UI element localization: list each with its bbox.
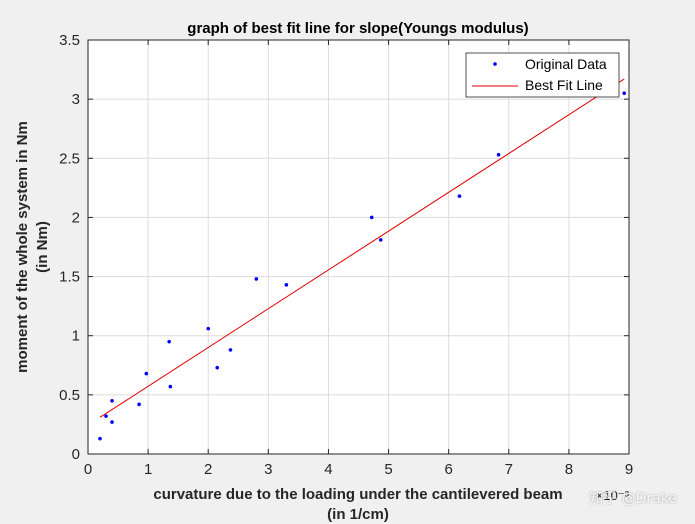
data-point bbox=[284, 283, 289, 287]
data-point bbox=[254, 277, 259, 281]
data-point bbox=[110, 398, 114, 403]
data-point bbox=[137, 402, 141, 407]
y-axis-label: moment of the whole system in Nm bbox=[14, 121, 31, 373]
legend-label-best-fit-line: Best Fit Line bbox=[525, 77, 603, 93]
data-point bbox=[167, 339, 171, 344]
legend-marker-original-data bbox=[493, 62, 497, 66]
y-tick-label: 3 bbox=[72, 91, 80, 108]
y-tick-label: 0.5 bbox=[59, 387, 80, 404]
x-tick-label: 7 bbox=[505, 461, 513, 478]
x-axis-label: curvature due to the loading under the c… bbox=[153, 486, 562, 503]
data-point bbox=[144, 371, 149, 376]
y-tick-label: 0 bbox=[72, 446, 80, 463]
data-point bbox=[369, 215, 374, 220]
data-point bbox=[215, 365, 220, 370]
data-point bbox=[98, 436, 102, 441]
x-axis-label-unit: (in 1/cm) bbox=[327, 506, 389, 523]
x-tick-label: 4 bbox=[324, 461, 332, 478]
data-point bbox=[228, 348, 233, 352]
data-point bbox=[457, 194, 462, 198]
data-point bbox=[168, 384, 173, 389]
y-tick-label: 1 bbox=[72, 328, 80, 345]
data-point bbox=[378, 238, 383, 242]
y-axis-label-unit: (in Nm) bbox=[34, 221, 51, 273]
best-fit-line-layer bbox=[99, 78, 625, 418]
x-axis-exponent: ×10⁻³ bbox=[596, 488, 630, 503]
x-tick-label: 2 bbox=[204, 461, 212, 478]
data-point bbox=[622, 91, 626, 96]
x-tick-label: 8 bbox=[565, 461, 573, 478]
x-tick-label: 0 bbox=[84, 461, 92, 478]
data-point bbox=[496, 152, 501, 157]
plot-frame bbox=[87, 39, 630, 455]
y-tick-label: 2 bbox=[72, 209, 80, 226]
chart-title: graph of best fit line for slope(Youngs … bbox=[187, 20, 528, 37]
legend-label-original-data: Original Data bbox=[525, 56, 607, 72]
x-tick-label: 9 bbox=[625, 461, 633, 478]
y-tick-label: 3.5 bbox=[59, 32, 80, 49]
best-fit-line bbox=[99, 78, 625, 418]
axis-ticks: 0 1 2 3 4 5 6 7 8 9 0 0.5 1 1.5 2 2.5 3 3.5 bbox=[59, 32, 633, 478]
x-tick-label: 6 bbox=[444, 461, 452, 478]
x-tick-label: 5 bbox=[384, 461, 392, 478]
data-point bbox=[206, 326, 211, 331]
legend-box bbox=[465, 52, 620, 98]
y-tick-label: 2.5 bbox=[59, 150, 80, 167]
data-points-layer bbox=[98, 91, 626, 441]
legend: Original Data Best Fit Line bbox=[465, 52, 620, 98]
x-tick-label: 3 bbox=[264, 461, 272, 478]
data-point bbox=[110, 420, 114, 424]
plot-area bbox=[88, 40, 629, 454]
x-tick-label: 1 bbox=[144, 461, 152, 478]
data-point bbox=[104, 414, 108, 418]
y-tick-label: 1.5 bbox=[59, 269, 80, 286]
grid-lines bbox=[88, 40, 629, 454]
